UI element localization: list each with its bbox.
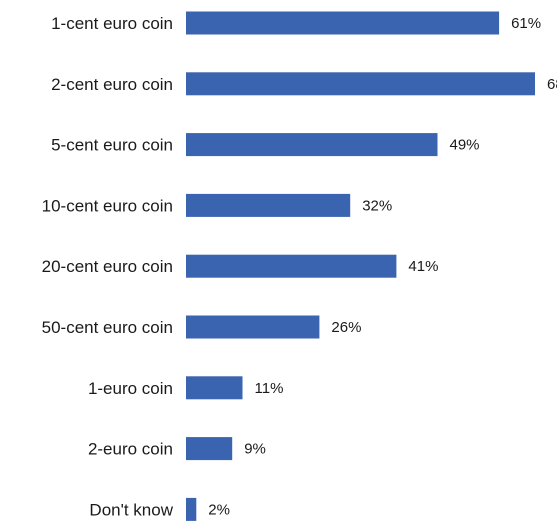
- bar-7: [186, 437, 233, 461]
- value-label: 32%: [362, 197, 392, 214]
- value-label: 11%: [255, 380, 284, 397]
- bar-8: [186, 497, 197, 521]
- value-label: 2%: [208, 501, 230, 518]
- category-label: 2-cent euro coin: [51, 75, 173, 94]
- bar-2: [186, 133, 438, 157]
- bar-1: [186, 72, 535, 96]
- bar-0: [186, 11, 500, 35]
- value-label: 41%: [408, 258, 438, 275]
- value-labels-group: 61% 68% 49% 32% 41% 26% 11% 9% 2%: [208, 15, 557, 518]
- category-label: Don't know: [89, 500, 173, 519]
- category-label: 20-cent euro coin: [42, 257, 173, 276]
- category-label: 5-cent euro coin: [51, 136, 173, 155]
- bar-3: [186, 193, 351, 217]
- bar-5: [186, 315, 320, 339]
- category-label: 10-cent euro coin: [42, 196, 173, 215]
- bars-group: [186, 11, 535, 521]
- category-label: 2-euro coin: [88, 440, 173, 459]
- value-label: 9%: [244, 441, 266, 458]
- category-label: 50-cent euro coin: [42, 318, 173, 337]
- category-label: 1-cent euro coin: [51, 14, 173, 33]
- bar-4: [186, 254, 397, 278]
- value-label: 26%: [331, 319, 361, 336]
- value-label: 61%: [511, 15, 541, 32]
- category-labels-group: 1-cent euro coin 2-cent euro coin 5-cent e…: [42, 14, 174, 519]
- bar-6: [186, 376, 243, 400]
- value-label: 49%: [450, 137, 480, 154]
- value-label: 68%: [547, 76, 557, 93]
- category-label: 1-euro coin: [88, 379, 173, 398]
